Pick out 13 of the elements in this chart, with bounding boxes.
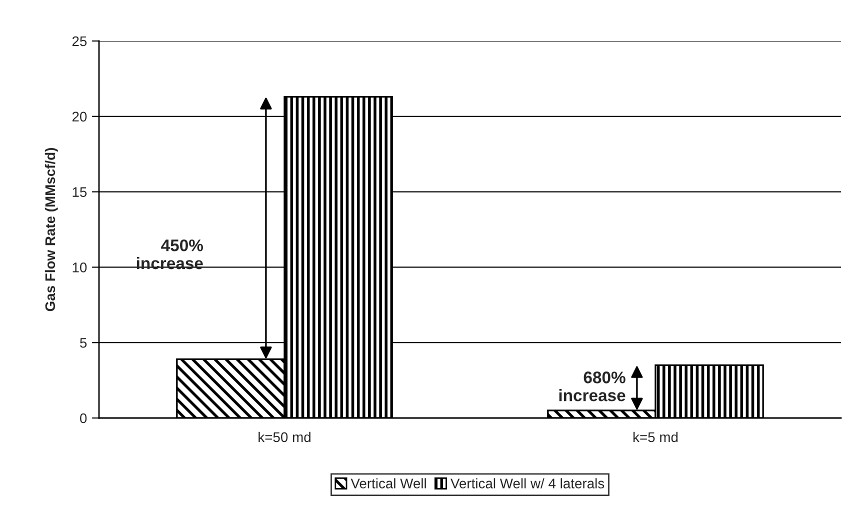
x-tick-label: k=50 md (258, 432, 310, 442)
y-tick-label: 15 (72, 187, 87, 197)
annotation: 450% increase (136, 239, 204, 270)
annotation: 680% increase (559, 372, 626, 402)
y-tick-label: 25 (72, 36, 87, 46)
y-axis-title: Gas Flow Rate (MMscf/d) (44, 148, 58, 312)
legend-label: Vertical Well (350, 478, 426, 488)
y-tick-label: 5 (80, 338, 87, 348)
legend-label: Vertical Well w/ 4 laterals (450, 478, 604, 488)
y-tick-label: 0 (80, 413, 87, 424)
y-tick-label: 20 (72, 112, 87, 122)
x-tick-label: k=5 md (633, 432, 678, 442)
y-tick-label: 10 (72, 262, 87, 272)
